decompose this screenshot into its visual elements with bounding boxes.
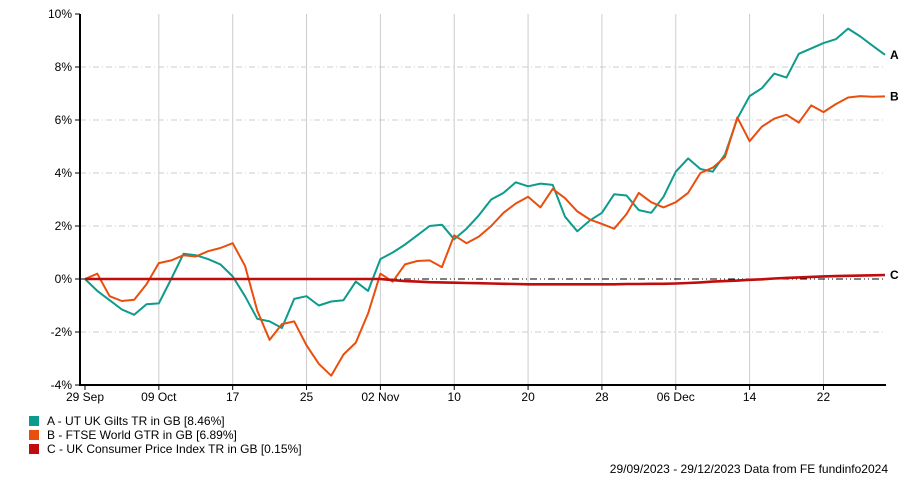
x-tick-label: 14	[743, 390, 757, 404]
series-end-label-a: A	[890, 48, 899, 62]
legend-label-b: B - FTSE World GTR in GB [6.89%]	[47, 428, 237, 442]
x-tick-label: 02 Nov	[361, 390, 399, 404]
y-tick-label: 0%	[55, 272, 73, 286]
series-lines	[84, 27, 886, 377]
legend-swatch-a	[29, 416, 39, 426]
x-tick-label: 22	[817, 390, 831, 404]
x-tick-label: 25	[300, 390, 314, 404]
series-end-labels: A B C	[890, 48, 899, 282]
legend-swatch-b	[29, 430, 39, 440]
x-tick-label: 28	[595, 390, 609, 404]
legend-label-c: C - UK Consumer Price Index TR in GB [0.…	[47, 442, 302, 456]
legend-swatch-c	[29, 444, 39, 454]
y-tick-label: -4%	[51, 378, 73, 392]
series-line-c	[85, 273, 886, 286]
x-tick-label: 09 Oct	[141, 390, 177, 404]
x-axis-labels: 29 Sep 09 Oct 17 25 02 Nov 10 20 28 06 Dec 14 22	[66, 390, 830, 404]
y-tick-label: 6%	[55, 113, 73, 127]
y-tick-label: 10%	[48, 7, 72, 21]
y-tick-label: 4%	[55, 166, 73, 180]
y-tick-label: 8%	[55, 60, 73, 74]
y-axis-labels: 10% 8% 6% 4% 2% 0% -2% -4%	[48, 7, 72, 392]
legend: A - UT UK Gilts TR in GB [8.46%]B - FTSE…	[29, 414, 302, 456]
y-tick-label: 2%	[55, 219, 73, 233]
y-tick-label: -2%	[51, 325, 73, 339]
gridlines	[80, 14, 886, 385]
legend-label-a: A - UT UK Gilts TR in GB [8.46%]	[47, 414, 225, 428]
series-line-b	[84, 95, 886, 377]
series-end-label-c: C	[890, 268, 899, 282]
x-tick-label: 20	[521, 390, 535, 404]
x-tick-label: 06 Dec	[657, 390, 695, 404]
series-end-label-b: B	[890, 89, 899, 103]
axes	[79, 14, 886, 386]
x-tick-label: 17	[226, 390, 240, 404]
footer-date-range: 29/09/2023 - 29/12/2023 Data from FE fun…	[610, 462, 889, 476]
x-tick-label: 10	[448, 390, 462, 404]
axis-ticks	[75, 13, 824, 390]
series-line-a	[84, 27, 886, 329]
x-tick-label: 29 Sep	[66, 390, 104, 404]
